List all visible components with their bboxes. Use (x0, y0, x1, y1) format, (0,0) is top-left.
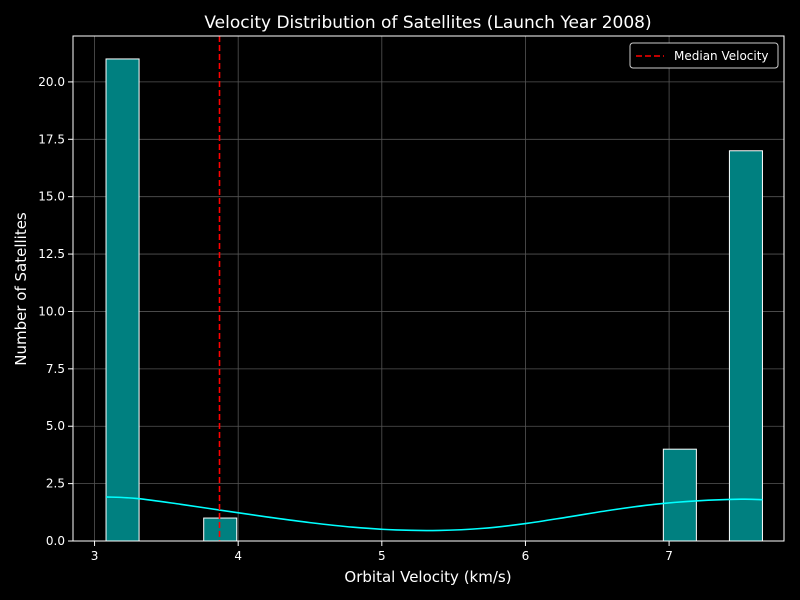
grid-lines (73, 36, 784, 542)
x-tick-label: 6 (522, 549, 530, 563)
histogram-bar (105, 58, 140, 542)
x-axis-label: Orbital Velocity (km/s) (344, 568, 511, 586)
x-tick-label: 4 (234, 549, 242, 563)
histogram-bar (728, 150, 763, 542)
kde-curve (105, 496, 763, 532)
legend-box (629, 42, 779, 69)
x-tick-label: 3 (91, 549, 99, 563)
y-tick-label: 7.5 (46, 362, 65, 376)
legend: Median Velocity (629, 42, 779, 69)
y-tick-label: 20.0 (38, 75, 65, 89)
x-axis-ticks: 3 4 5 6 7 (91, 541, 673, 563)
plot-frame (72, 35, 785, 542)
y-tick-label: 17.5 (38, 132, 65, 146)
y-tick-label: 5.0 (46, 419, 65, 433)
y-axis-ticks: 0.0 2.5 5.0 7.5 10.0 12.5 15.0 17.5 20.0 (38, 75, 73, 548)
y-tick-label: 0.0 (46, 534, 65, 548)
histogram-bars (105, 58, 763, 542)
chart-title: Velocity Distribution of Satellites (Lau… (204, 13, 651, 33)
y-axis-label: Number of Satellites (12, 212, 30, 366)
y-tick-label: 2.5 (46, 477, 65, 491)
legend-median-label: Median Velocity (674, 49, 769, 63)
x-tick-label: 7 (665, 549, 673, 563)
y-tick-label: 12.5 (38, 247, 65, 261)
x-tick-label: 5 (378, 549, 386, 563)
y-tick-label: 15.0 (38, 190, 65, 204)
histogram-bar (203, 517, 238, 542)
y-tick-label: 10.0 (38, 304, 65, 318)
histogram-bar (662, 448, 697, 542)
